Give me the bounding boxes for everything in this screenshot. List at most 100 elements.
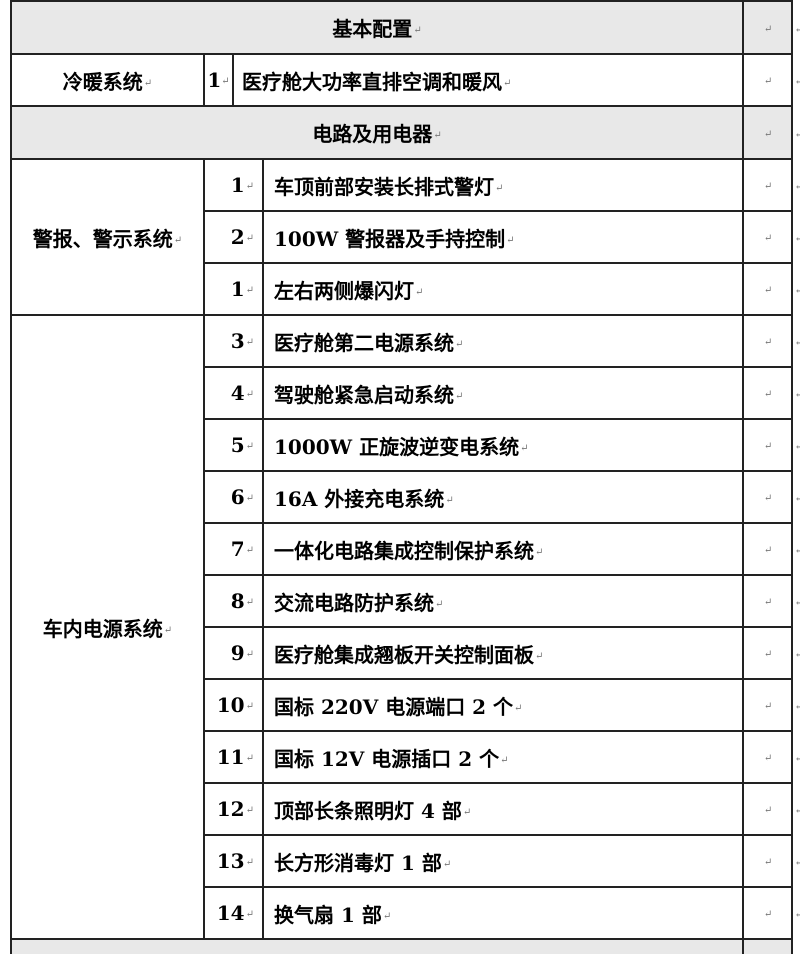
table-row: 5↵ 1000W 正旋波逆变电系统↵ ↵ ↵ — [11, 418, 800, 472]
item-cell: 1000W 正旋波逆变电系统↵ — [261, 418, 745, 472]
paragraph-mark-icon: ↵ — [455, 390, 464, 402]
number-cell: 1↵ — [203, 53, 234, 107]
item-number: 13 — [216, 849, 245, 873]
number-cell: 5↵ — [203, 418, 264, 472]
item-number: 8 — [230, 589, 245, 613]
table-row: 13↵ 长方形消毒灯 1 部↵ ↵ ↵ — [11, 834, 800, 888]
item-number: 6 — [230, 485, 245, 509]
extra-cell: ↵ ↵ — [742, 0, 800, 55]
paragraph-mark-icon: ↵ — [495, 182, 504, 194]
paragraph-mark-icon: ↵ — [442, 858, 452, 870]
table-row: 8↵ 交流电路防护系统↵ ↵ ↵ — [11, 574, 800, 628]
number-cell: 1↵ — [203, 158, 264, 212]
number-cell: 10↵ — [203, 678, 264, 732]
extra-cell: ↵ ↵ — [742, 262, 800, 316]
extra-cell: ↵ ↵ — [742, 418, 800, 472]
paragraph-mark-icon: ↵ — [794, 649, 800, 661]
paragraph-mark-icon: ↵ — [794, 337, 800, 349]
paragraph-mark-icon: ↵ — [763, 753, 773, 764]
paragraph-mark-icon: ↵ — [535, 650, 544, 662]
paragraph-mark-icon: ↵ — [794, 753, 800, 765]
paragraph-mark-icon: ↵ — [794, 909, 800, 921]
section-header-electrical: 电路及用电器↵ ↵ ↵ — [9, 105, 800, 160]
paragraph-mark-icon: ↵ — [413, 25, 422, 36]
paragraph-mark-icon: ↵ — [245, 805, 254, 816]
item-number: 9 — [230, 641, 245, 665]
paragraph-mark-icon: ↵ — [433, 130, 442, 141]
number-cell: 3↵ — [203, 314, 264, 368]
table-row: 2↵ 100W 警报器及手持控制↵ ↵ ↵ — [11, 210, 800, 264]
category-label: 车内电源系统 — [42, 616, 163, 641]
item-text: 交流电路防护系统 — [274, 590, 434, 615]
item-text: 医疗舱大功率直排空调和暖风 — [242, 69, 502, 94]
extra-cell: ↵ ↵ — [742, 53, 800, 107]
paragraph-mark-icon: ↵ — [462, 806, 472, 818]
item-number: 1 — [230, 277, 245, 301]
item-number: 14 — [216, 901, 245, 925]
table-row: 12↵ 顶部长条照明灯 4 部↵ ↵ ↵ — [11, 782, 800, 836]
item-text: 100W 警报器及手持控制 — [274, 226, 506, 251]
paragraph-mark-icon: ↵ — [506, 234, 515, 246]
extra-cell: ↵ ↵ — [742, 574, 800, 628]
item-number: 7 — [230, 537, 245, 561]
paragraph-mark-icon: ↵ — [221, 76, 230, 87]
paragraph-mark-icon: ↵ — [794, 285, 800, 297]
paragraph-mark-icon: ↵ — [245, 233, 254, 244]
paragraph-mark-icon: ↵ — [794, 76, 800, 88]
paragraph-mark-icon: ↵ — [763, 23, 773, 35]
item-text: 国标 220V 电源端口 2 个 — [274, 694, 514, 719]
number-cell: 9↵ — [203, 626, 264, 680]
item-text: 16A 外接充电系统 — [274, 486, 445, 511]
item-text: 顶部长条照明灯 4 部 — [274, 798, 462, 823]
paragraph-mark-icon: ↵ — [245, 753, 254, 764]
item-cell: 换气扇 1 部↵ — [261, 886, 745, 940]
item-cell: 长方形消毒灯 1 部↵ — [261, 834, 745, 888]
item-cell: 车顶前部安装长排式警灯↵ — [261, 158, 745, 212]
item-text: 驾驶舱紧急启动系统 — [274, 382, 454, 407]
paragraph-mark-icon: ↵ — [763, 909, 773, 920]
paragraph-mark-icon: ↵ — [794, 129, 800, 141]
extra-cell: ↵ ↵ — [742, 626, 800, 680]
extra-cell: ↵ ↵ — [742, 314, 800, 368]
section-header-basic: 基本配置↵ ↵ ↵ — [9, 0, 800, 55]
extra-cell: ↵ ↵ — [742, 105, 800, 160]
item-number: 4 — [230, 381, 245, 405]
paragraph-mark-icon: ↵ — [763, 545, 773, 556]
item-cell: 国标 12V 电源插口 2 个↵ — [261, 730, 745, 784]
paragraph-mark-icon: ↵ — [245, 493, 254, 504]
item-cell: 医疗舱第二电源系统↵ — [261, 314, 745, 368]
paragraph-mark-icon: ↵ — [503, 77, 512, 89]
paragraph-mark-icon: ↵ — [245, 441, 254, 452]
paragraph-mark-icon: ↵ — [763, 857, 773, 868]
paragraph-mark-icon: ↵ — [763, 649, 773, 660]
paragraph-mark-icon: ↵ — [794, 181, 800, 193]
item-number: 1 — [207, 68, 222, 92]
item-number: 11 — [216, 745, 245, 769]
paragraph-mark-icon: ↵ — [500, 754, 509, 766]
paragraph-mark-icon: ↵ — [245, 649, 254, 660]
table-row: 4↵ 驾驶舱紧急启动系统↵ ↵ ↵ — [11, 366, 800, 420]
item-number: 10 — [216, 693, 245, 717]
item-text: 长方形消毒灯 1 部 — [274, 850, 442, 875]
item-text: 医疗舱集成翘板开关控制面板 — [274, 642, 534, 667]
configuration-table: 基本配置↵ ↵ ↵ 冷暖系统↵ 1↵ 医疗舱大功率直排空调和暖风↵ ↵ ↵ 电路及用… — [9, 0, 800, 954]
paragraph-mark-icon: ↵ — [245, 389, 254, 400]
number-cell: 11↵ — [203, 730, 264, 784]
category-cell: 冷暖系统↵ — [10, 53, 205, 107]
paragraph-mark-icon: ↵ — [763, 181, 773, 192]
number-cell: 6↵ — [203, 470, 264, 524]
category-cell: 车内电源系统↵ — [10, 314, 205, 940]
item-text: 换气扇 1 部 — [274, 902, 382, 927]
item-cell: 左右两侧爆闪灯↵ — [261, 262, 745, 316]
paragraph-mark-icon: ↵ — [794, 389, 800, 401]
paragraph-mark-icon: ↵ — [143, 77, 153, 89]
paragraph-mark-icon: ↵ — [794, 24, 800, 36]
paragraph-mark-icon: ↵ — [514, 702, 523, 714]
number-cell: 7↵ — [203, 522, 264, 576]
item-text: 国标 12V 电源插口 2 个 — [274, 746, 500, 771]
item-cell: 国标 220V 电源端口 2 个↵ — [261, 678, 745, 732]
paragraph-mark-icon: ↵ — [763, 128, 773, 140]
category-cell: 警报、警示系统↵ — [10, 158, 205, 316]
paragraph-mark-icon: ↵ — [794, 701, 800, 713]
paragraph-mark-icon: ↵ — [763, 441, 773, 452]
